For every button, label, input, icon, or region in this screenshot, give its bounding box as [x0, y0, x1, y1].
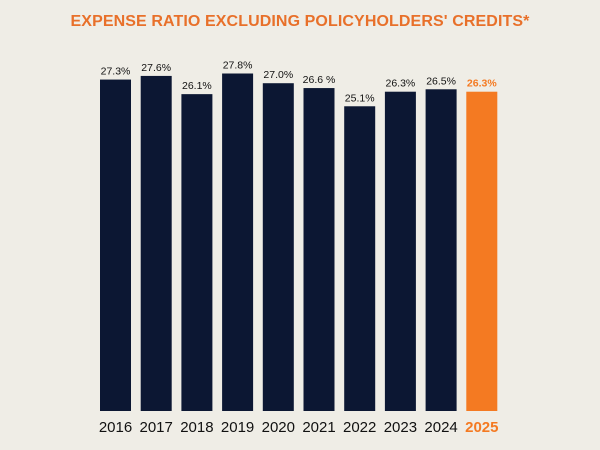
x-tick-label-2024: 2024 — [424, 419, 457, 436]
data-label-2023: 26.3% — [386, 78, 416, 90]
data-label-2021: 26.6 % — [303, 74, 336, 86]
x-tick-label-2018: 2018 — [180, 419, 213, 436]
data-label-2017: 27.6% — [141, 62, 171, 74]
x-tick-label-2023: 2023 — [384, 419, 417, 436]
chart-title: EXPENSE RATIO EXCLUDING POLICYHOLDERS' C… — [70, 13, 530, 30]
bar-2023 — [384, 91, 416, 411]
x-tick-label-2016: 2016 — [99, 419, 132, 436]
bar-2020 — [262, 83, 294, 412]
x-tick-label-2020: 2020 — [262, 419, 295, 436]
data-label-2019: 27.8% — [223, 59, 253, 71]
bar-2016 — [100, 79, 131, 411]
x-tick-label-2025: 2025 — [465, 419, 498, 436]
data-label-2020: 27.0% — [263, 69, 293, 81]
bar-2021 — [303, 88, 335, 412]
data-label-2022: 25.1% — [345, 92, 375, 104]
bar-2017 — [140, 75, 172, 411]
data-label-2016: 27.3% — [101, 66, 131, 78]
bar-2024 — [425, 89, 457, 411]
x-tick-label-2021: 2021 — [302, 419, 335, 436]
bar-2019 — [222, 73, 254, 412]
x-tick-label-2022: 2022 — [343, 419, 376, 436]
data-label-2018: 26.1% — [182, 80, 212, 92]
bar-2025 — [466, 91, 498, 411]
data-label-2025: 26.3% — [467, 78, 497, 90]
x-tick-label-2017: 2017 — [140, 419, 173, 436]
x-tick-label-2019: 2019 — [221, 419, 254, 436]
bar-2018 — [181, 94, 213, 411]
bar-2022 — [344, 106, 376, 411]
data-label-2024: 26.5% — [426, 75, 456, 87]
